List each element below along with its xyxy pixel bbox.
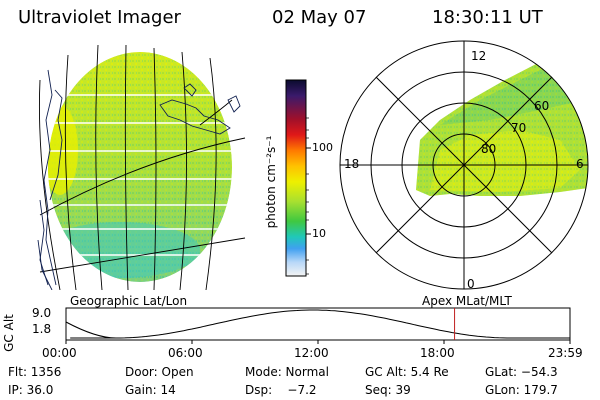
timeline-xtick-1200: 12:00 <box>294 346 329 360</box>
info-door: Door: Open <box>125 365 194 379</box>
timeline-xtick-2359: 23:59 <box>548 346 583 360</box>
colorbar-gradient <box>285 79 307 277</box>
info-geo-longitude: GLon: 179.7 <box>485 383 558 397</box>
info-gc-altitude: GC Alt: 5.4 Re <box>365 365 449 379</box>
info-dsp: Dsp: −7.2 <box>245 383 317 397</box>
colorbar-tick-100: 100 <box>312 141 333 154</box>
mlt-label-18: 18 <box>344 157 359 171</box>
info-geo-latitude: GLat: −54.3 <box>485 365 558 379</box>
geo-coastlines <box>37 69 241 290</box>
info-mode: Mode: Normal <box>245 365 329 379</box>
instrument-title: Ultraviolet Imager <box>18 7 181 28</box>
mlat-label-60: 60 <box>534 99 549 113</box>
polar-panel-label: Apex MLat/MLT <box>422 294 512 308</box>
timeline-xtick-0000: 00:00 <box>42 346 77 360</box>
observation-date: 02 May 07 <box>272 7 367 28</box>
timeline-ytick-9: 9.0 <box>32 306 52 320</box>
mlt-label-6: 6 <box>576 157 584 171</box>
polar-grid <box>339 40 589 290</box>
mlat-label-70: 70 <box>511 121 526 135</box>
timeline-ytick-1-8: 1.8 <box>32 322 52 336</box>
info-gain: Gain: 14 <box>125 383 176 397</box>
timeline-xtick-0600: 06:00 <box>168 346 203 360</box>
observation-time: 18:30:11 UT <box>432 7 543 28</box>
info-ip: IP: 36.0 <box>8 383 54 397</box>
colorbar-tick-10: 10 <box>312 227 326 240</box>
geo-panel-label: Geographic Lat/Lon <box>70 294 188 308</box>
info-flight: Flt: 1356 <box>8 365 62 379</box>
colorbar <box>285 79 311 277</box>
mlt-label-12: 12 <box>471 49 486 63</box>
gc-altitude-curve <box>65 309 570 339</box>
mlt-label-0: 0 <box>467 277 475 291</box>
geo-grid-lines <box>38 44 246 290</box>
timeline-xtick-1800: 18:00 <box>420 346 455 360</box>
info-sequence: Seq: 39 <box>365 383 411 397</box>
mlat-label-80: 80 <box>481 142 496 156</box>
